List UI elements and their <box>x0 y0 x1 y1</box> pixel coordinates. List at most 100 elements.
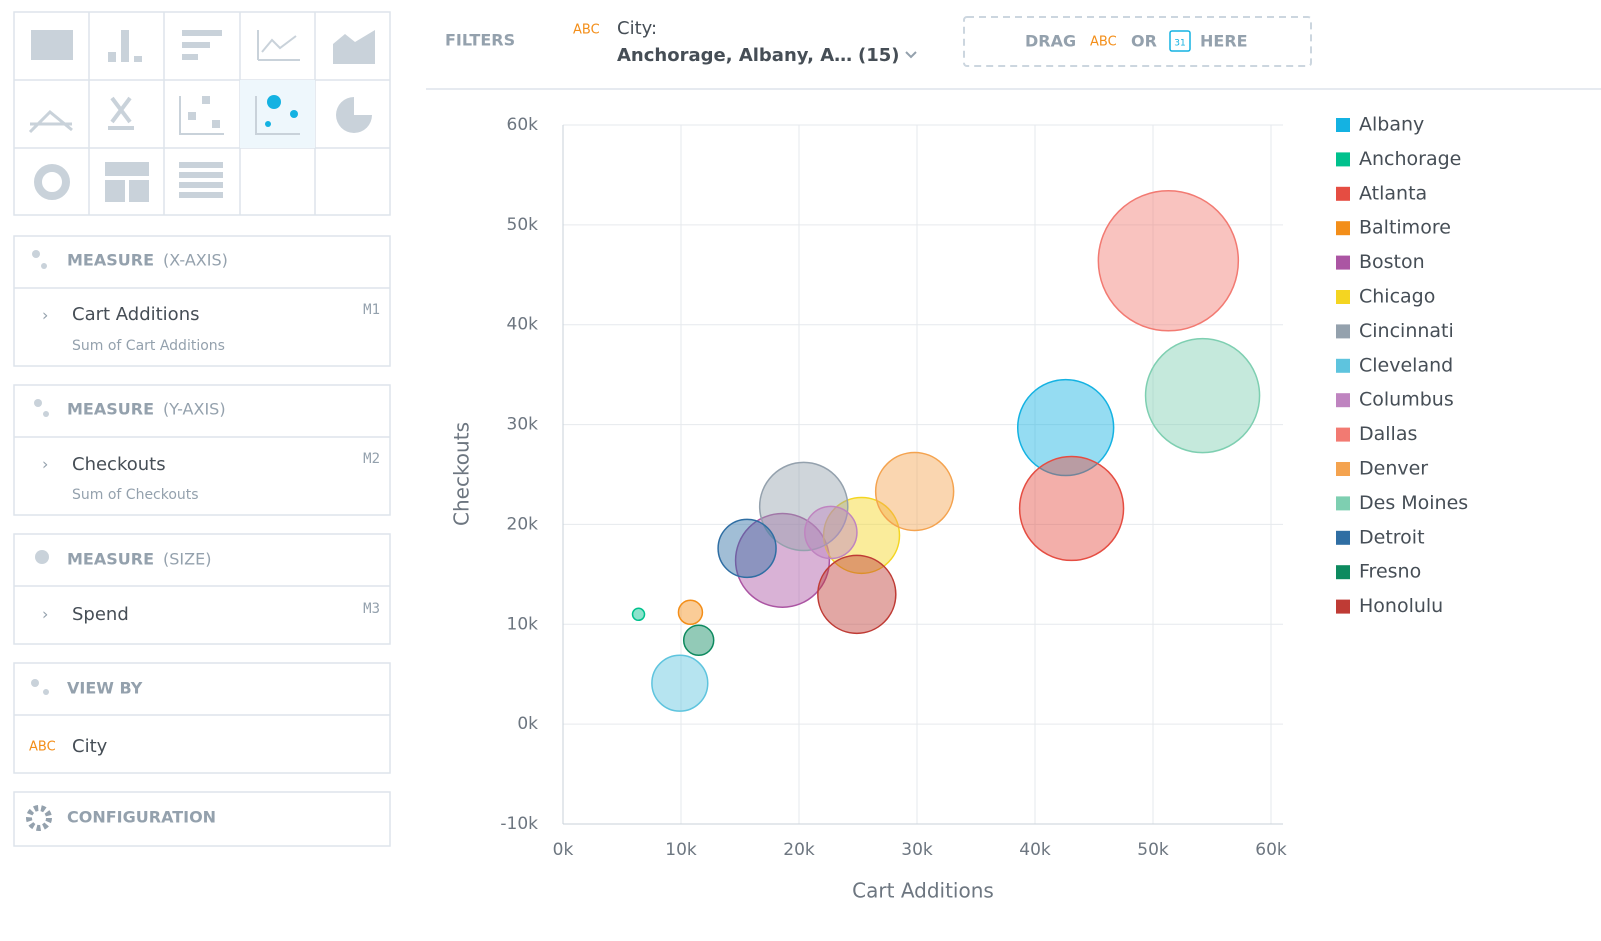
chevron[interactable]: › <box>42 306 48 325</box>
measure-item[interactable]: Spend <box>72 604 129 625</box>
x-tick-label: 40k <box>1019 840 1051 860</box>
attribute-item[interactable]: City <box>72 736 108 757</box>
icon <box>34 399 42 407</box>
legend-swatch <box>1336 565 1350 580</box>
measure-sub: Sum of Checkouts <box>72 487 199 503</box>
legend-swatch <box>1336 324 1350 339</box>
bubble <box>1144 337 1261 454</box>
legend-swatch <box>1336 496 1350 511</box>
bar-icon[interactable] <box>182 30 222 60</box>
bubble <box>1016 378 1115 477</box>
legend-label[interactable]: Atlanta <box>1359 182 1427 204</box>
icon <box>35 550 49 564</box>
panel-title[interactable]: CONFIGURATION <box>67 808 216 827</box>
donut-icon[interactable] <box>34 164 70 200</box>
bubble <box>717 518 777 579</box>
drop-zone[interactable] <box>963 16 1312 67</box>
legend-label[interactable]: Honolulu <box>1359 595 1443 617</box>
combo-icon[interactable] <box>28 109 73 134</box>
line-icon[interactable] <box>257 30 300 61</box>
panel-title: VIEW BY <box>67 679 143 698</box>
bubble <box>1018 455 1125 562</box>
icon <box>41 263 47 269</box>
configuration-panel[interactable] <box>13 791 391 847</box>
bubble-chart: Cart Additions Checkouts -10k 0k 10k 20k 30k… <box>450 114 1469 903</box>
filter-value[interactable]: Anchorage, Albany, A… <box>617 45 852 66</box>
bubble <box>822 496 901 575</box>
icon <box>43 411 49 417</box>
legend-label[interactable]: Baltimore <box>1359 217 1451 239</box>
y-tick-label: 30k <box>507 415 539 435</box>
bubble <box>651 654 709 712</box>
scatter-dot <box>188 112 196 120</box>
y-tick-label: 40k <box>507 315 539 335</box>
chevron[interactable]: › <box>42 455 48 474</box>
filter-name[interactable]: City: <box>617 18 657 39</box>
bubble <box>631 607 646 622</box>
legend-label[interactable]: Chicago <box>1359 286 1435 308</box>
legend-swatch <box>1336 462 1350 476</box>
bubble-icon <box>255 96 300 135</box>
bubble <box>734 512 831 609</box>
bubble-icon-selected[interactable] <box>240 80 315 148</box>
attribute-type: ABC <box>1090 35 1117 50</box>
legend-swatch <box>1336 599 1350 614</box>
legend-label[interactable]: Columbus <box>1359 389 1454 411</box>
measure-item[interactable]: Checkouts <box>72 454 166 475</box>
measure-sub: Sum of Cart Additions <box>72 338 225 354</box>
legend-label[interactable]: Dallas <box>1359 423 1417 445</box>
scatter-dot <box>202 96 210 104</box>
bubble <box>874 451 955 532</box>
scatter-icon[interactable] <box>179 96 224 135</box>
area-icon[interactable] <box>333 30 375 64</box>
icon <box>32 250 40 258</box>
bubble-icon-dot <box>290 110 298 118</box>
legend-label[interactable]: Detroit <box>1359 526 1425 548</box>
legend-swatch <box>1336 152 1350 167</box>
column-icon[interactable] <box>108 30 142 62</box>
scatter-dot <box>212 120 220 128</box>
filter-count[interactable]: (15) <box>858 45 900 66</box>
chevron[interactable]: › <box>42 605 48 624</box>
calendar-icon <box>1169 30 1191 52</box>
legend-label[interactable]: Boston <box>1359 251 1425 273</box>
pie-icon[interactable] <box>336 97 372 133</box>
panel-subtitle: (SIZE) <box>163 550 211 569</box>
bubble <box>804 505 858 560</box>
measure-item[interactable]: Cart Additions <box>72 304 200 325</box>
y-tick-label: 50k <box>507 215 539 235</box>
legend-label[interactable]: Des Moines <box>1359 492 1468 514</box>
table-icon[interactable] <box>31 30 73 60</box>
icon <box>43 689 49 695</box>
legend-label[interactable]: Denver <box>1359 458 1428 480</box>
legend-label[interactable]: Cleveland <box>1359 354 1453 376</box>
x-tick-label: 60k <box>1255 840 1287 860</box>
attribute-type: ABC <box>573 23 600 38</box>
headline-icon[interactable] <box>108 96 134 130</box>
legend-label[interactable]: Albany <box>1359 114 1424 136</box>
icon <box>31 679 39 687</box>
measure-size-panel <box>13 533 391 645</box>
x-axis-title: Cart Additions <box>852 879 994 903</box>
legend-swatch <box>1336 255 1350 270</box>
legend-label[interactable]: Fresno <box>1359 561 1421 583</box>
panel-subtitle: (X-AXIS) <box>163 251 228 270</box>
panel-title: MEASURE <box>67 251 154 270</box>
attribute-type: ABC <box>29 740 56 755</box>
legend-swatch <box>1336 530 1350 545</box>
treemap-icon[interactable] <box>105 162 149 202</box>
dropdown-arrow[interactable] <box>905 51 917 59</box>
measure-id: M3 <box>363 601 380 617</box>
bubble <box>817 554 897 635</box>
y-tick-label: 10k <box>507 614 539 634</box>
bubble <box>677 599 704 626</box>
measure-y-panel <box>13 384 391 516</box>
panel-title: MEASURE <box>67 400 154 419</box>
x-tick-label: 50k <box>1137 840 1169 860</box>
legend-label[interactable]: Cincinnati <box>1359 320 1454 342</box>
legend-label[interactable]: Anchorage <box>1359 148 1461 170</box>
panel-subtitle: (Y-AXIS) <box>163 400 226 419</box>
heatmap-icon[interactable] <box>179 162 223 198</box>
filters-label: FILTERS <box>445 31 515 50</box>
